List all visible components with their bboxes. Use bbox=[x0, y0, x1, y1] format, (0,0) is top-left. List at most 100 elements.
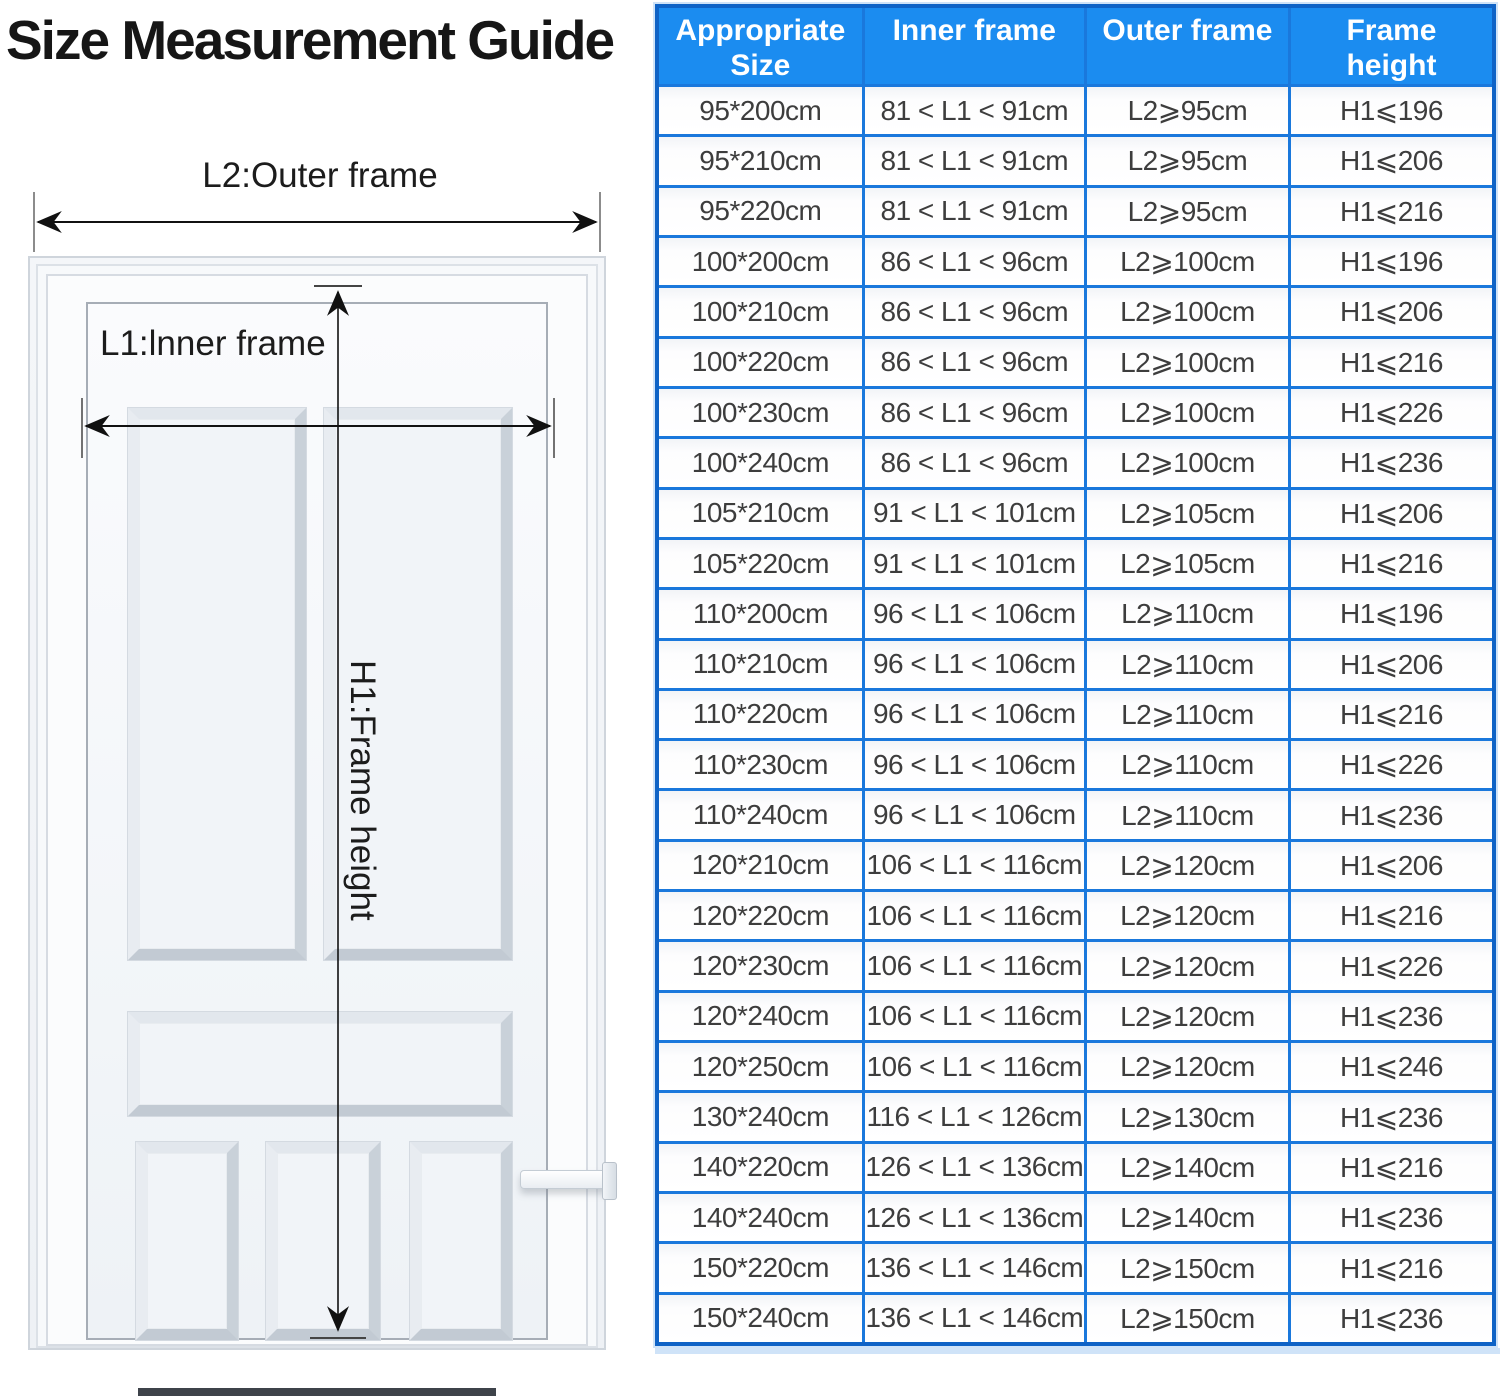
table-cell: 120*230cm bbox=[659, 942, 862, 990]
door-casing-molding bbox=[36, 264, 617, 1396]
table-cell: 105*210cm bbox=[659, 489, 862, 537]
door-illustration bbox=[28, 256, 617, 1396]
table-cell: L2⩾105cm bbox=[1086, 539, 1288, 588]
door-panel-bottom-left bbox=[136, 1142, 238, 1340]
table-cell: 110*210cm bbox=[659, 640, 862, 688]
table-cell: 100*210cm bbox=[659, 288, 862, 336]
table-cell: 120*210cm bbox=[659, 841, 862, 890]
table-cell: L2⩾140cm bbox=[1086, 1143, 1288, 1192]
table-cell: 116 < L1 < 126cm bbox=[864, 1093, 1084, 1141]
table-cell: 95*220cm bbox=[659, 187, 862, 235]
table-cell: H1⩽206 bbox=[1290, 137, 1492, 185]
door-panel-bottom-right bbox=[410, 1142, 512, 1340]
table-cell: H1⩽236 bbox=[1290, 992, 1492, 1041]
table-cell: 106 < L1 < 116cm bbox=[864, 1043, 1084, 1091]
table-bottom-edge bbox=[655, 1348, 1500, 1354]
table-cell: 86 < L1 < 96cm bbox=[864, 237, 1084, 286]
size-table-grid: Appropriate Size Inner frame Outer frame Fr… bbox=[659, 8, 1492, 1342]
table-cell: L2⩾105cm bbox=[1086, 489, 1288, 537]
table-cell: 110*240cm bbox=[659, 791, 862, 839]
table-cell: 81 < L1 < 91cm bbox=[864, 137, 1084, 185]
table-cell: H1⩽196 bbox=[1290, 590, 1492, 638]
door-panel-bottom-center bbox=[266, 1142, 380, 1340]
table-cell: L2⩾100cm bbox=[1086, 237, 1288, 286]
table-cell: 126 < L1 < 136cm bbox=[864, 1194, 1084, 1242]
door-handle-base bbox=[602, 1162, 617, 1200]
table-cell: H1⩽236 bbox=[1290, 1194, 1492, 1242]
table-cell: 110*220cm bbox=[659, 690, 862, 739]
table-cell: L2⩾95cm bbox=[1086, 137, 1288, 185]
table-cell: L2⩾110cm bbox=[1086, 690, 1288, 739]
table-cell: 100*240cm bbox=[659, 439, 862, 487]
table-cell: 120*250cm bbox=[659, 1043, 862, 1091]
table-cell: H1⩽226 bbox=[1290, 741, 1492, 789]
table-cell: L2⩾120cm bbox=[1086, 942, 1288, 990]
l2-outer-frame-label: L2:Outer frame bbox=[202, 156, 438, 195]
table-cell: H1⩽226 bbox=[1290, 388, 1492, 437]
table-cell: 150*220cm bbox=[659, 1244, 862, 1292]
table-cell: L2⩾100cm bbox=[1086, 338, 1288, 386]
table-cell: H1⩽236 bbox=[1290, 1294, 1492, 1342]
table-cell: L2⩾100cm bbox=[1086, 439, 1288, 487]
table-cell: L2⩾150cm bbox=[1086, 1294, 1288, 1342]
table-cell: 136 < L1 < 146cm bbox=[864, 1294, 1084, 1342]
table-cell: L2⩾100cm bbox=[1086, 288, 1288, 336]
table-cell: L2⩾120cm bbox=[1086, 892, 1288, 940]
table-cell: 105*220cm bbox=[659, 539, 862, 588]
table-cell: 140*220cm bbox=[659, 1143, 862, 1192]
table-cell: H1⩽246 bbox=[1290, 1043, 1492, 1091]
table-cell: L2⩾95cm bbox=[1086, 87, 1288, 135]
table-cell: 95*210cm bbox=[659, 137, 862, 185]
table-cell: H1⩽216 bbox=[1290, 539, 1492, 588]
table-cell: 86 < L1 < 96cm bbox=[864, 388, 1084, 437]
table-cell: L2⩾140cm bbox=[1086, 1194, 1288, 1242]
table-cell: H1⩽226 bbox=[1290, 942, 1492, 990]
table-cell: 96 < L1 < 106cm bbox=[864, 690, 1084, 739]
table-cell: L2⩾110cm bbox=[1086, 640, 1288, 688]
table-cell: L2⩾130cm bbox=[1086, 1093, 1288, 1141]
l1-inner-frame-label: L1:lnner frame bbox=[100, 324, 326, 363]
table-cell: 96 < L1 < 106cm bbox=[864, 590, 1084, 638]
table-cell: L2⩾150cm bbox=[1086, 1244, 1288, 1292]
table-cell: 136 < L1 < 146cm bbox=[864, 1244, 1084, 1292]
door-casing-molding-inner bbox=[46, 274, 617, 1396]
table-cell: 81 < L1 < 91cm bbox=[864, 187, 1084, 235]
table-cell: H1⩽196 bbox=[1290, 87, 1492, 135]
table-cell: 120*220cm bbox=[659, 892, 862, 940]
table-cell: H1⩽216 bbox=[1290, 187, 1492, 235]
size-table: Appropriate Size Inner frame Outer frame Fr… bbox=[655, 4, 1496, 1346]
table-cell: 150*240cm bbox=[659, 1294, 862, 1342]
table-cell: 86 < L1 < 96cm bbox=[864, 439, 1084, 487]
column-header: Inner frame bbox=[864, 8, 1084, 84]
table-cell: 126 < L1 < 136cm bbox=[864, 1143, 1084, 1192]
l2-arrow bbox=[33, 192, 601, 252]
door-panel-top-left bbox=[128, 408, 306, 960]
table-cell: 95*200cm bbox=[659, 87, 862, 135]
table-cell: H1⩽216 bbox=[1290, 892, 1492, 940]
table-cell: L2⩾110cm bbox=[1086, 791, 1288, 839]
page-title: Size Measurement Guide bbox=[6, 9, 615, 71]
table-cell: H1⩽216 bbox=[1290, 690, 1492, 739]
door-handle-icon bbox=[520, 1170, 612, 1189]
table-cell: 100*200cm bbox=[659, 237, 862, 286]
column-header: Frame height bbox=[1290, 8, 1492, 84]
table-cell: 106 < L1 < 116cm bbox=[864, 992, 1084, 1041]
table-cell: 96 < L1 < 106cm bbox=[864, 791, 1084, 839]
table-cell: 96 < L1 < 106cm bbox=[864, 640, 1084, 688]
table-cell: H1⩽216 bbox=[1290, 338, 1492, 386]
table-cell: 110*200cm bbox=[659, 590, 862, 638]
column-header: Appropriate Size bbox=[659, 8, 862, 84]
table-cell: 110*230cm bbox=[659, 741, 862, 789]
size-measurement-guide-image: Size Measurement Guide bbox=[6, 4, 1500, 1396]
table-cell: 106 < L1 < 116cm bbox=[864, 942, 1084, 990]
table-cell: L2⩾120cm bbox=[1086, 841, 1288, 890]
table-cell: L2⩾120cm bbox=[1086, 992, 1288, 1041]
table-cell: 106 < L1 < 116cm bbox=[864, 892, 1084, 940]
table-cell: L2⩾100cm bbox=[1086, 388, 1288, 437]
table-cell: 130*240cm bbox=[659, 1093, 862, 1141]
table-cell: H1⩽206 bbox=[1290, 489, 1492, 537]
table-cell: 100*230cm bbox=[659, 388, 862, 437]
table-cell: 81 < L1 < 91cm bbox=[864, 87, 1084, 135]
table-cell: H1⩽236 bbox=[1290, 791, 1492, 839]
table-cell: H1⩽236 bbox=[1290, 1093, 1492, 1141]
